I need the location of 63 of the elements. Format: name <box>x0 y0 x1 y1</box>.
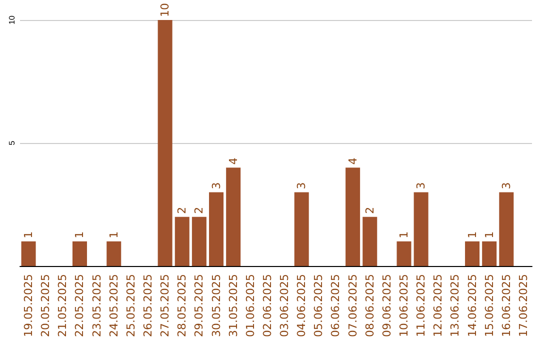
x-tick-label: 17.06.2025 <box>516 274 530 338</box>
x-tick-label: 02.06.2025 <box>260 274 274 338</box>
bar <box>414 192 428 266</box>
bar <box>158 20 172 266</box>
data-label: 4 <box>226 158 240 165</box>
bar <box>174 216 190 266</box>
bar <box>482 241 497 266</box>
x-tick-label: 04.06.2025 <box>295 274 308 338</box>
x-tick-label: 01.06.2025 <box>244 274 257 338</box>
x-tick-label: 03.06.2025 <box>278 274 292 338</box>
x-tick-label: 24.05.2025 <box>107 274 120 338</box>
x-tick-label: 15.06.2025 <box>482 274 496 338</box>
x-tick-label: 19.05.2025 <box>22 274 36 338</box>
bar <box>72 241 87 266</box>
data-label: 2 <box>192 206 206 214</box>
x-tick-label: 11.06.2025 <box>414 274 428 338</box>
y-tick-label: 5 <box>8 140 16 146</box>
data-label: 1 <box>22 231 36 238</box>
x-tick-label: 13.06.2025 <box>448 274 462 338</box>
bar <box>499 192 514 266</box>
x-tick-label: 20.05.2025 <box>39 274 52 338</box>
x-tick-label: 09.06.2025 <box>380 274 394 338</box>
data-label: 2 <box>363 206 376 214</box>
bar <box>362 216 378 266</box>
data-label: 2 <box>176 206 189 214</box>
x-tick-label: 12.06.2025 <box>432 274 445 338</box>
data-label: 1 <box>73 231 86 238</box>
x-tick-label: 27.05.2025 <box>158 274 172 338</box>
data-label: 3 <box>295 182 308 190</box>
x-tick-label: 22.05.2025 <box>73 274 86 338</box>
bar <box>346 168 360 266</box>
data-label: 4 <box>346 158 360 165</box>
x-tick-label: 06.06.2025 <box>329 274 342 338</box>
x-tick-label: 30.05.2025 <box>210 274 223 338</box>
x-tick-label: 16.06.2025 <box>500 274 513 338</box>
x-tick-label: 31.05.2025 <box>226 274 240 338</box>
bar <box>396 241 412 266</box>
bar <box>294 192 309 266</box>
x-tick-label: 25.05.2025 <box>124 274 138 338</box>
x-tick-label: 07.06.2025 <box>346 274 360 338</box>
x-tick-label: 14.06.2025 <box>466 274 479 338</box>
bar <box>21 241 36 266</box>
x-tick-label: 26.05.2025 <box>142 274 154 338</box>
data-label: 1 <box>107 231 120 238</box>
x-tick-label: 10.06.2025 <box>398 274 410 338</box>
data-label: 3 <box>210 182 223 190</box>
data-label: 10 <box>158 3 172 17</box>
bar <box>226 168 241 266</box>
bar <box>106 241 122 266</box>
x-tick-label: 21.05.2025 <box>56 274 70 338</box>
data-label: 3 <box>500 182 513 190</box>
x-tick-label: 23.05.2025 <box>90 274 104 338</box>
bar <box>465 241 480 266</box>
x-tick-label: 28.05.2025 <box>176 274 189 338</box>
data-label: 1 <box>398 231 410 238</box>
x-tick-label: 08.06.2025 <box>363 274 376 338</box>
x-tick-label: 29.05.2025 <box>192 274 206 338</box>
bar <box>209 192 224 266</box>
data-label: 1 <box>482 231 496 238</box>
data-label: 3 <box>414 182 428 190</box>
x-tick-label: 05.06.2025 <box>312 274 326 338</box>
data-label: 1 <box>466 231 479 238</box>
bar <box>192 216 206 266</box>
